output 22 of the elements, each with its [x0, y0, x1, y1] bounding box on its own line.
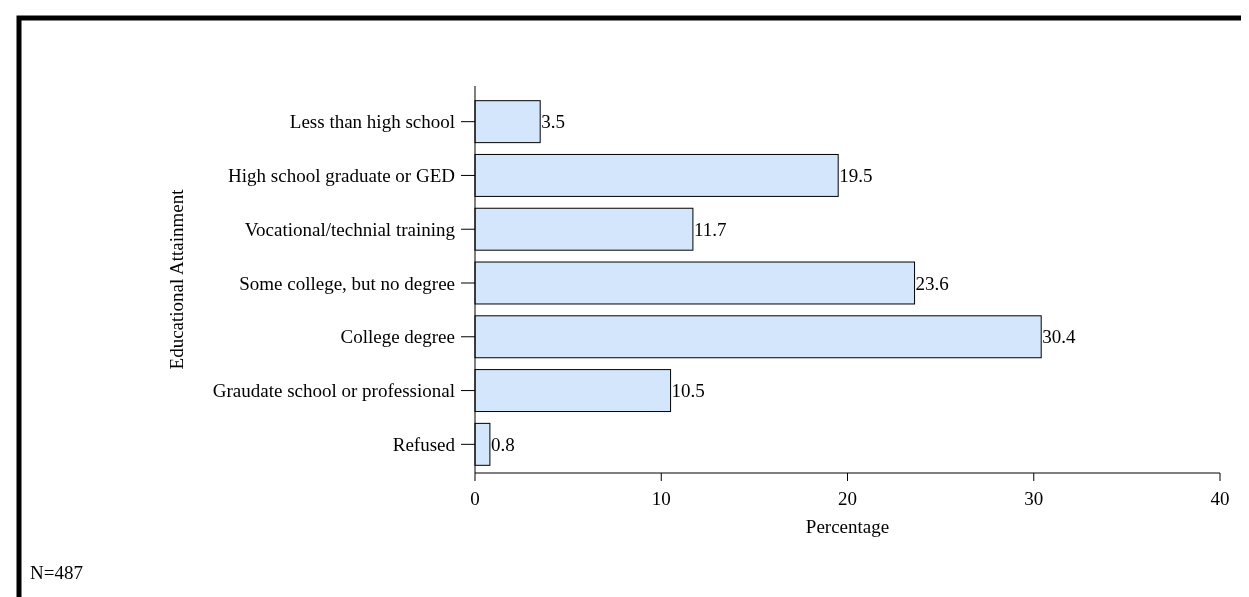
y-tick-label: High school graduate or GED	[228, 165, 455, 187]
y-tick-label: Less than high school	[289, 111, 455, 133]
data-label: 0.8	[490, 433, 515, 455]
y-tick-label: Vocational/technial training	[244, 218, 456, 240]
data-label: 19.5	[839, 165, 873, 187]
x-tick-label: 30	[1024, 488, 1044, 509]
data-label: 3.5	[541, 111, 565, 133]
x-tick-label: 10	[651, 488, 671, 509]
y-axis-title: Educational Attainment	[166, 188, 187, 370]
x-axis-title: Percentage	[805, 516, 890, 537]
y-tick-label: Graudate school or professional	[212, 380, 455, 402]
x-tick-label: 0	[470, 488, 480, 509]
x-tick-label: 40	[1210, 488, 1230, 509]
x-tick-label: 20	[838, 488, 857, 509]
y-tick-label: Some college, but no degree	[239, 272, 455, 294]
y-tick-label: College degree	[340, 326, 455, 348]
y-tick-label: Refused	[392, 433, 456, 455]
data-label: 23.6	[915, 272, 949, 294]
text: N=487	[30, 562, 83, 583]
data-label: 11.7	[693, 218, 727, 240]
data-label: 30.4	[1042, 326, 1076, 348]
data-label: 10.5	[671, 380, 705, 402]
